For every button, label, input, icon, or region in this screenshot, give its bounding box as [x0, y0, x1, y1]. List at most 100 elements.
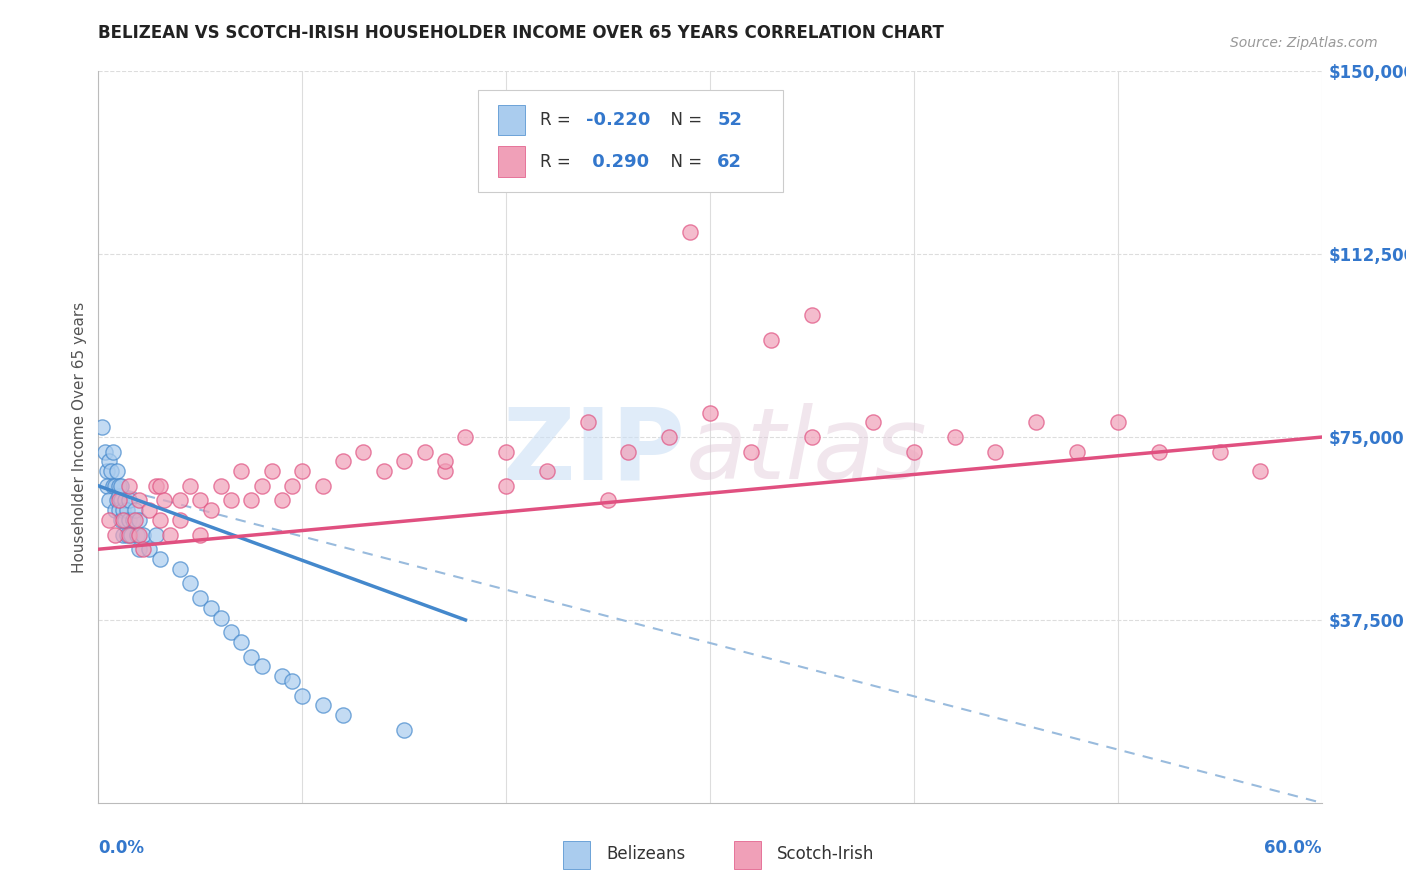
Text: Belizeans: Belizeans	[606, 845, 685, 863]
Point	[111, 503, 134, 517]
FancyBboxPatch shape	[734, 841, 762, 869]
Point	[138, 503, 160, 517]
Point	[97, 493, 120, 508]
Point	[200, 503, 222, 517]
Point	[270, 669, 294, 683]
FancyBboxPatch shape	[564, 841, 591, 869]
Point	[169, 493, 191, 508]
Point	[219, 625, 242, 640]
Point	[159, 527, 181, 541]
Text: 0.0%: 0.0%	[98, 839, 145, 857]
Text: 62: 62	[717, 153, 742, 170]
Point	[943, 430, 966, 444]
Text: 60.0%: 60.0%	[1264, 839, 1322, 857]
Point	[118, 513, 141, 527]
Point	[188, 591, 212, 605]
Point	[128, 493, 150, 508]
Point	[149, 479, 172, 493]
Point	[118, 527, 141, 541]
Point	[96, 464, 118, 478]
Point	[332, 454, 354, 468]
Point	[105, 493, 128, 508]
Point	[801, 430, 824, 444]
Point	[145, 479, 167, 493]
Point	[433, 464, 456, 478]
Point	[312, 479, 335, 493]
Point	[495, 444, 517, 458]
Point	[91, 420, 114, 434]
Text: Source: ZipAtlas.com: Source: ZipAtlas.com	[1230, 36, 1378, 50]
Point	[740, 444, 762, 458]
Point	[128, 527, 150, 541]
Point	[105, 464, 128, 478]
Point	[149, 513, 172, 527]
Point	[108, 503, 131, 517]
Text: ZIP: ZIP	[503, 403, 686, 500]
Point	[110, 479, 132, 493]
Point	[352, 444, 374, 458]
Point	[281, 479, 304, 493]
Point	[200, 600, 222, 615]
Point	[97, 454, 120, 468]
Point	[152, 493, 174, 508]
Point	[100, 464, 122, 478]
Point	[392, 454, 416, 468]
Point	[108, 489, 131, 503]
Point	[169, 513, 191, 527]
Point	[209, 610, 232, 624]
Text: 0.290: 0.290	[586, 153, 650, 170]
Point	[179, 576, 201, 591]
Point	[617, 444, 640, 458]
Point	[188, 493, 212, 508]
Point	[108, 479, 131, 493]
Point	[1107, 416, 1129, 430]
FancyBboxPatch shape	[498, 104, 526, 136]
Point	[124, 503, 146, 517]
Point	[699, 406, 721, 420]
Point	[291, 464, 314, 478]
Point	[291, 689, 314, 703]
Point	[127, 527, 149, 541]
Point	[104, 527, 127, 541]
Point	[373, 464, 395, 478]
Point	[132, 527, 155, 541]
FancyBboxPatch shape	[478, 90, 783, 192]
Text: Scotch-Irish: Scotch-Irish	[778, 845, 875, 863]
Point	[1066, 444, 1088, 458]
FancyBboxPatch shape	[498, 146, 526, 178]
Point	[111, 513, 134, 527]
Point	[240, 649, 263, 664]
Point	[120, 527, 142, 541]
Point	[110, 513, 132, 527]
Point	[454, 430, 477, 444]
Point	[332, 708, 354, 723]
Point	[188, 527, 212, 541]
Point	[138, 542, 160, 557]
Point	[124, 513, 146, 527]
Point	[250, 479, 273, 493]
Point	[118, 493, 141, 508]
Point	[413, 444, 436, 458]
Text: -0.220: -0.220	[586, 111, 651, 129]
Point	[862, 416, 884, 430]
Point	[101, 479, 124, 493]
Point	[759, 333, 782, 347]
Point	[132, 542, 155, 557]
Point	[1208, 444, 1232, 458]
Point	[433, 454, 456, 468]
Point	[179, 479, 201, 493]
Point	[149, 552, 172, 566]
Point	[209, 479, 232, 493]
Point	[169, 562, 191, 576]
Point	[231, 635, 253, 649]
Point	[281, 673, 304, 688]
Point	[984, 444, 1007, 458]
Point	[495, 479, 517, 493]
Point	[903, 444, 925, 458]
Text: 52: 52	[717, 111, 742, 129]
Point	[115, 503, 138, 517]
Text: N =: N =	[659, 111, 707, 129]
Point	[1147, 444, 1170, 458]
Point	[114, 493, 136, 508]
Point	[576, 416, 599, 430]
